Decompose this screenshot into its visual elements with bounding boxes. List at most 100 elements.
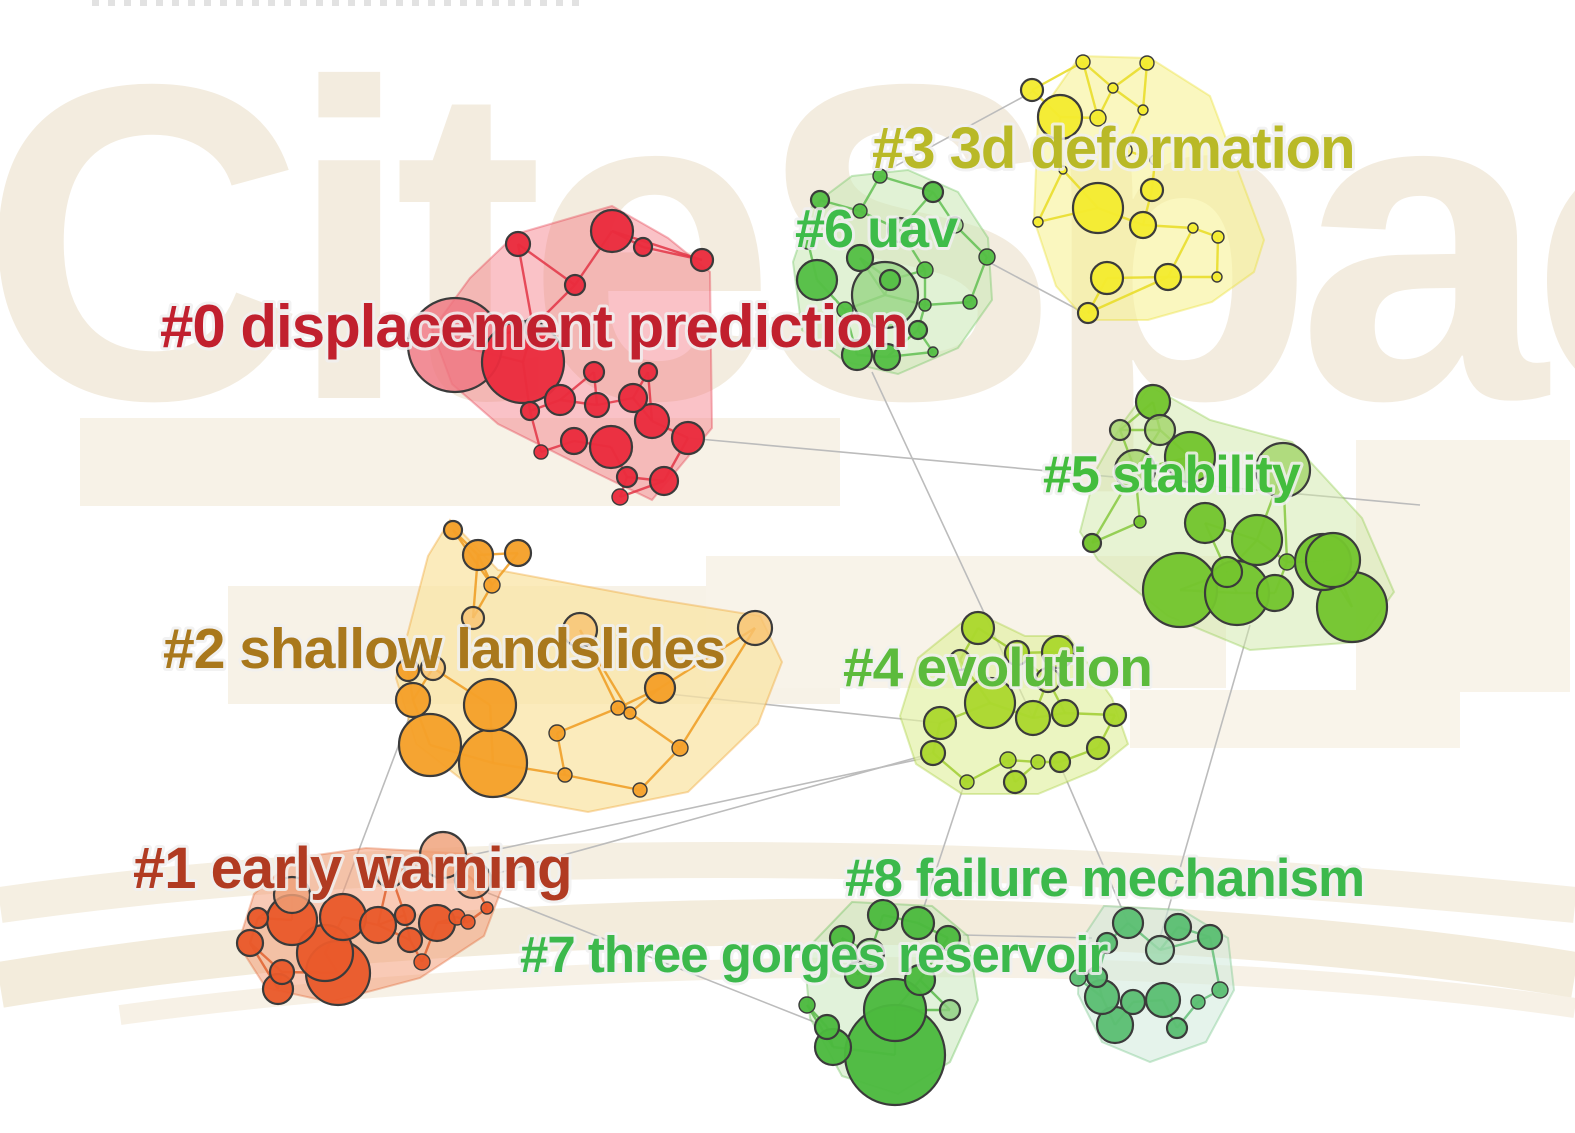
publication-node[interactable] (1019, 77, 1045, 103)
cluster-label-1[interactable]: #1 early warning (130, 833, 576, 904)
publication-node[interactable] (561, 611, 599, 649)
publication-node[interactable] (1002, 769, 1028, 795)
publication-node[interactable] (246, 906, 270, 930)
publication-node[interactable] (1075, 54, 1091, 70)
publication-node[interactable] (611, 488, 629, 506)
publication-node[interactable] (462, 677, 518, 733)
publication-node[interactable] (457, 727, 529, 799)
publication-node[interactable] (1085, 735, 1111, 761)
publication-node[interactable] (453, 860, 493, 900)
publication-node[interactable] (1304, 531, 1362, 589)
publication-node[interactable] (1134, 383, 1172, 421)
publication-node[interactable] (1153, 262, 1183, 292)
publication-node[interactable] (1089, 109, 1107, 127)
cluster-label-7[interactable]: #7 three gorges reservoir (517, 923, 1112, 986)
publication-node[interactable] (483, 576, 501, 594)
publication-node[interactable] (938, 998, 962, 1022)
publication-node[interactable] (900, 905, 936, 941)
publication-node[interactable] (543, 383, 577, 417)
publication-node[interactable] (1003, 639, 1031, 667)
publication-node[interactable] (589, 208, 635, 254)
publication-node[interactable] (1076, 301, 1100, 325)
publication-node[interactable] (1032, 216, 1044, 228)
publication-node[interactable] (903, 963, 937, 997)
publication-node[interactable] (1163, 430, 1217, 484)
publication-node[interactable] (1137, 104, 1149, 116)
publication-node[interactable] (1117, 142, 1133, 158)
cluster-label-2[interactable]: #2 shallow landslides (160, 614, 729, 684)
publication-node[interactable] (610, 700, 626, 716)
publication-node[interactable] (1050, 698, 1080, 728)
publication-node[interactable] (866, 898, 900, 932)
publication-node[interactable] (999, 751, 1017, 769)
publication-node[interactable] (1107, 82, 1119, 94)
publication-node[interactable] (442, 519, 464, 541)
publication-node[interactable] (800, 234, 816, 250)
publication-node[interactable] (588, 424, 634, 470)
publication-node[interactable] (504, 230, 532, 258)
publication-node[interactable] (1102, 702, 1128, 728)
publication-node[interactable] (460, 914, 476, 930)
publication-node[interactable] (533, 444, 549, 460)
publication-node[interactable] (643, 671, 677, 705)
publication-node[interactable] (946, 216, 964, 234)
publication-node[interactable] (632, 782, 648, 798)
publication-node[interactable] (907, 319, 929, 341)
publication-node[interactable] (922, 705, 958, 741)
publication-node[interactable] (1211, 230, 1225, 244)
publication-node[interactable] (519, 400, 541, 422)
publication-node[interactable] (978, 248, 996, 266)
publication-node[interactable] (583, 391, 611, 419)
publication-node[interactable] (1133, 515, 1147, 529)
publication-node[interactable] (1163, 912, 1193, 942)
publication-node[interactable] (522, 316, 544, 338)
publication-node[interactable] (963, 676, 1017, 730)
publication-node[interactable] (1139, 55, 1155, 71)
publication-node[interactable] (1081, 532, 1103, 554)
publication-node[interactable] (418, 830, 468, 880)
publication-node[interactable] (843, 960, 873, 990)
publication-node[interactable] (633, 402, 671, 440)
cluster-label-6[interactable]: #6 uav (792, 196, 962, 262)
publication-node[interactable] (461, 538, 495, 572)
publication-node[interactable] (1144, 934, 1176, 966)
publication-node[interactable] (1149, 154, 1161, 166)
publication-node[interactable] (736, 609, 774, 647)
publication-node[interactable] (854, 937, 886, 969)
publication-node[interactable] (1196, 923, 1224, 951)
publication-node[interactable] (1139, 177, 1165, 203)
publication-node[interactable] (1211, 981, 1229, 999)
cluster-label-8[interactable]: #8 failure mechanism (842, 846, 1368, 911)
publication-node[interactable] (840, 338, 874, 372)
publication-node[interactable] (1014, 699, 1052, 737)
publication-node[interactable] (670, 420, 706, 456)
publication-node[interactable] (1211, 271, 1223, 283)
publication-node[interactable] (916, 261, 934, 279)
publication-node[interactable] (809, 189, 831, 211)
publication-node[interactable] (1085, 965, 1109, 989)
publication-node[interactable] (394, 681, 432, 719)
publication-node[interactable] (1048, 750, 1072, 774)
publication-node[interactable] (1036, 93, 1084, 141)
publication-node[interactable] (358, 905, 398, 945)
cluster-label-5[interactable]: #5 stability (1040, 443, 1305, 507)
publication-node[interactable] (1119, 988, 1147, 1016)
publication-node[interactable] (1040, 634, 1076, 670)
publication-node[interactable] (1108, 418, 1132, 442)
publication-node[interactable] (1183, 501, 1227, 545)
cluster-label-0[interactable]: #0 displacement prediction (157, 290, 912, 363)
publication-node[interactable] (1111, 906, 1145, 940)
publication-node[interactable] (393, 903, 417, 927)
publication-node[interactable] (460, 605, 486, 631)
publication-node[interactable] (413, 953, 431, 971)
publication-node[interactable] (582, 360, 606, 384)
publication-node[interactable] (1254, 441, 1312, 499)
publication-node[interactable] (948, 648, 972, 672)
publication-node[interactable] (918, 298, 932, 312)
publication-node[interactable] (617, 382, 649, 414)
publication-node[interactable] (1113, 448, 1157, 492)
publication-node[interactable] (615, 465, 639, 489)
publication-node[interactable] (1278, 553, 1296, 571)
publication-node[interactable] (1187, 222, 1199, 234)
publication-node[interactable] (637, 361, 659, 383)
